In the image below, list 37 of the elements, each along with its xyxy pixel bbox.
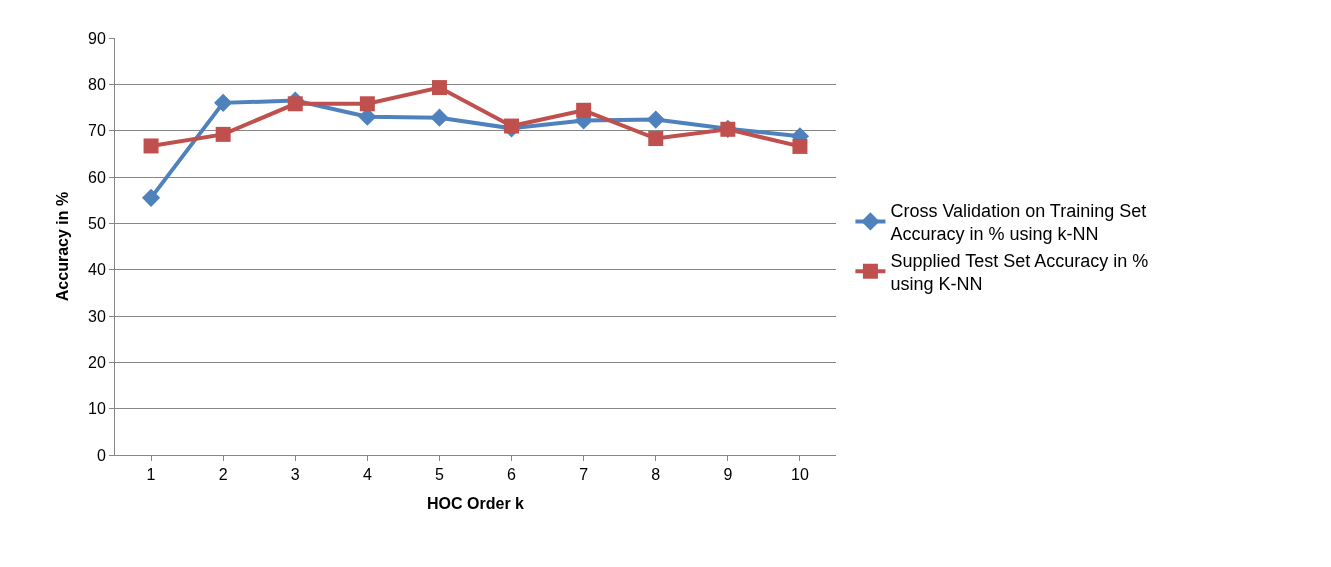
y-tick-label: 40 (88, 261, 106, 279)
point (287, 96, 303, 112)
point (576, 102, 592, 118)
y-tick-label: 30 (88, 307, 106, 325)
y-tick-label: 90 (88, 29, 106, 47)
y-tick-label: 50 (88, 214, 106, 232)
x-tick-label: 3 (290, 466, 300, 484)
legend-label: Supplied Test Set Accuracy in % using K-NN (890, 250, 1149, 294)
y-tick-label: 20 (88, 353, 106, 371)
y-tick-label: 0 (96, 446, 106, 464)
x-axis-title: HOC Order k (427, 494, 525, 512)
x-tick-label: 4 (362, 466, 372, 484)
point (431, 80, 447, 96)
point (215, 126, 231, 142)
point (430, 108, 449, 127)
x-tick-label: 9 (723, 466, 733, 484)
x-tick-label: 7 (579, 466, 589, 484)
point (143, 138, 159, 154)
point (141, 188, 161, 207)
point (504, 118, 520, 134)
point (359, 96, 375, 112)
point (214, 93, 233, 112)
y-tick-label: 10 (88, 400, 106, 418)
point (792, 138, 808, 154)
y-axis-title: Accuracy in % (53, 191, 71, 302)
x-tick-label: 10 (791, 466, 809, 484)
y-tick-label: 70 (88, 122, 106, 140)
point (648, 131, 664, 147)
x-tick-label: 2 (218, 466, 228, 484)
x-tick-label: 8 (651, 466, 661, 484)
x-tick-label: 6 (507, 466, 517, 484)
point (646, 110, 665, 129)
x-tick-label: 1 (146, 466, 156, 484)
x-tick-label: 5 (435, 466, 444, 484)
y-tick-label: 60 (88, 168, 106, 186)
legend-label: Cross Validation on Training Set Accuracy in % using k-NN (890, 200, 1147, 245)
y-tick-label: 80 (88, 75, 106, 93)
